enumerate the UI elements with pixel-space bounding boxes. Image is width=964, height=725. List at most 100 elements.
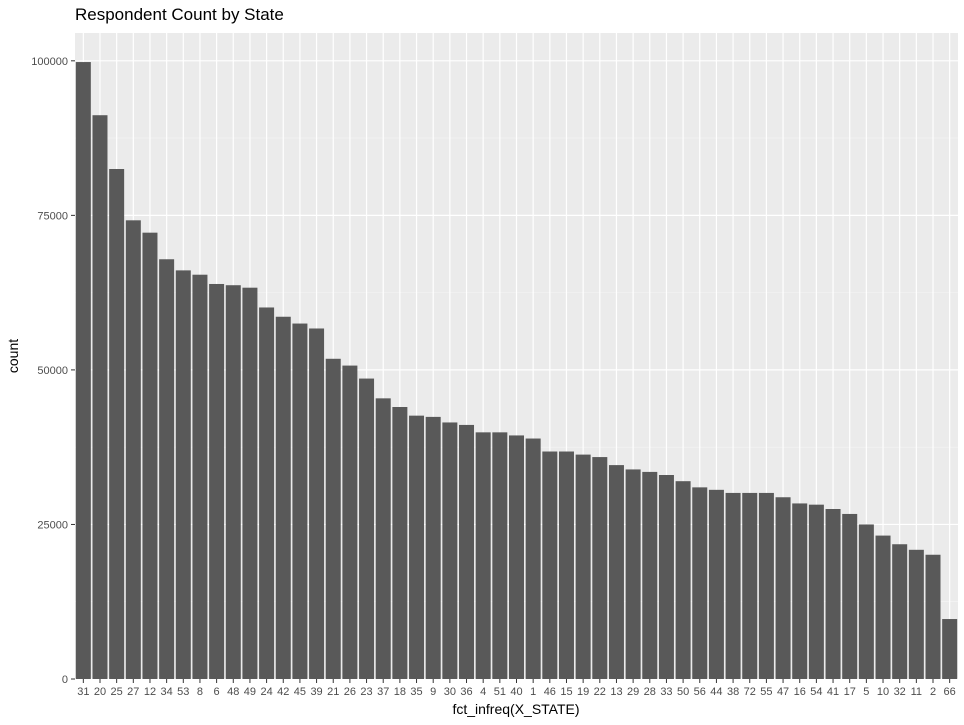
- x-tick-label: 37: [377, 686, 389, 698]
- x-tick-label: 15: [560, 686, 572, 698]
- x-tick-label: 22: [594, 686, 606, 698]
- x-axis-title: fct_infreq(X_STATE): [452, 701, 579, 717]
- bar-19: [575, 454, 591, 679]
- bar-5: [858, 524, 874, 679]
- x-tick-label: 26: [344, 686, 356, 698]
- bar-33: [658, 475, 674, 679]
- x-tick-label: 45: [294, 686, 306, 698]
- x-tick-label: 25: [111, 686, 123, 698]
- x-tick-label: 24: [260, 686, 272, 698]
- bar-35: [409, 415, 425, 679]
- bar-40: [509, 435, 524, 679]
- x-tick-label: 49: [244, 686, 256, 698]
- bar-12: [142, 232, 158, 679]
- y-tick-label: 25000: [37, 519, 68, 531]
- x-tick-label: 46: [544, 686, 556, 698]
- x-tick-label: 29: [627, 686, 639, 698]
- bar-46: [542, 451, 558, 679]
- y-tick-label: 100000: [31, 56, 68, 68]
- bar-22: [592, 457, 608, 679]
- x-tick-label: 53: [177, 686, 189, 698]
- x-tick-label: 23: [360, 686, 372, 698]
- bar-47: [775, 497, 791, 679]
- x-tick-label: 36: [460, 686, 472, 698]
- bar-54: [808, 504, 824, 679]
- bar-9: [425, 416, 441, 679]
- bar-45: [292, 323, 308, 679]
- bar-51: [492, 432, 508, 679]
- y-tick-label: 0: [62, 674, 68, 686]
- x-tick-label: 12: [144, 686, 156, 698]
- bar-26: [342, 365, 358, 679]
- x-tick-label: 40: [510, 686, 522, 698]
- x-tick-label: 48: [227, 686, 239, 698]
- x-tick-label: 28: [644, 686, 656, 698]
- x-tick-label: 6: [214, 686, 220, 698]
- bar-72: [742, 492, 758, 679]
- bar-48: [225, 285, 241, 679]
- x-tick-label: 31: [77, 686, 89, 698]
- y-tick-label: 50000: [37, 365, 68, 377]
- x-tick-label: 8: [197, 686, 203, 698]
- x-tick-label: 47: [777, 686, 789, 698]
- bar-25: [109, 169, 125, 679]
- bar-30: [442, 422, 458, 679]
- bar-20: [92, 115, 108, 679]
- x-tick-label: 56: [694, 686, 706, 698]
- x-tick-label: 54: [810, 686, 822, 698]
- bar-50: [675, 481, 691, 679]
- bar-11: [908, 549, 924, 679]
- chart-title: Respondent Count by State: [75, 5, 284, 24]
- bar-21: [325, 358, 341, 679]
- bar-53: [175, 270, 191, 679]
- x-tick-label: 16: [794, 686, 806, 698]
- x-tick-label: 21: [327, 686, 339, 698]
- x-tick-label: 2: [930, 686, 936, 698]
- bar-38: [725, 492, 741, 679]
- bar-44: [708, 489, 724, 679]
- bar-24: [259, 307, 275, 679]
- x-tick-label: 51: [494, 686, 506, 698]
- bar-42: [275, 316, 291, 679]
- x-tick-label: 39: [310, 686, 322, 698]
- bar-18: [392, 407, 408, 679]
- x-tick-label: 10: [877, 686, 889, 698]
- y-axis: 0 25000 50000 75000 100000: [31, 56, 75, 686]
- bar-16: [792, 503, 808, 679]
- bar-13: [608, 465, 624, 679]
- x-tick-label: 19: [577, 686, 589, 698]
- x-tick-label: 34: [161, 686, 173, 698]
- x-tick-label: 35: [410, 686, 422, 698]
- y-axis-title: count: [5, 339, 21, 373]
- x-tick-label: 17: [844, 686, 856, 698]
- bar-49: [242, 287, 258, 679]
- x-tick-label: 33: [660, 686, 672, 698]
- bar-8: [192, 274, 208, 679]
- bar-4: [475, 432, 491, 679]
- bar-41: [825, 509, 841, 679]
- bar-36: [459, 424, 475, 679]
- bar-56: [692, 487, 708, 679]
- bar-1: [525, 438, 541, 679]
- bar-6: [209, 283, 225, 679]
- bar-15: [558, 451, 574, 679]
- x-tick-label: 32: [894, 686, 906, 698]
- bar-55: [758, 492, 774, 679]
- x-tick-label: 20: [94, 686, 106, 698]
- bar-66: [942, 619, 958, 679]
- bar-2: [925, 554, 941, 679]
- bar-32: [892, 544, 908, 679]
- bar-27: [125, 220, 141, 680]
- x-tick-label: 44: [710, 686, 722, 698]
- x-tick-label: 18: [394, 686, 406, 698]
- x-tick-label: 1: [530, 686, 536, 698]
- x-tick-label: 50: [677, 686, 689, 698]
- x-tick-label: 66: [944, 686, 956, 698]
- x-tick-label: 11: [911, 686, 922, 698]
- bar-39: [309, 328, 325, 679]
- bar-28: [642, 471, 658, 679]
- x-tick-label: 13: [610, 686, 622, 698]
- x-tick-label: 9: [430, 686, 436, 698]
- x-axis: 31 20 25 27 12 34 53 8 6 48 49 24 42 45 39 21 26 23 37 18 35…: [77, 679, 956, 698]
